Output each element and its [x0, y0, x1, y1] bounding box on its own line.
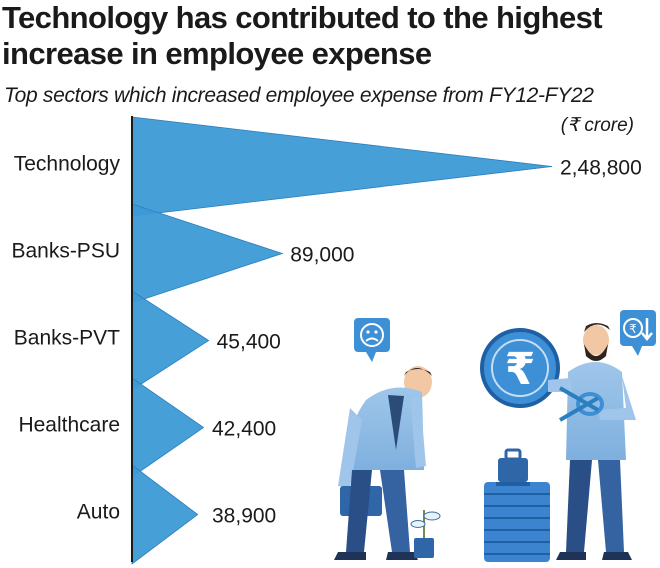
bar-technology — [131, 116, 553, 217]
unit-label: (₹ crore) — [560, 115, 634, 136]
rupee-down-icon: ₹ — [620, 310, 656, 356]
bar-auto — [131, 464, 199, 565]
category-labels: Technology Banks-PSU Banks-PVT Healthcare Au… — [11, 153, 120, 524]
bar-banks-psu — [131, 203, 284, 304]
data-labels: 2,48,800 89,000 45,400 42,400 38,900 — [212, 157, 642, 528]
category-label: Banks-PSU — [11, 240, 120, 263]
sad-face-icon — [354, 318, 390, 362]
bar-series — [131, 116, 553, 565]
chart-subtitle: Top sectors which increased employee exp… — [4, 84, 594, 107]
value-label: 89,000 — [290, 244, 354, 267]
value-label: 2,48,800 — [560, 157, 642, 180]
bar-banks-pvt — [131, 290, 210, 391]
rupee-coin-icon: ₹ — [480, 328, 560, 408]
category-label: Technology — [14, 153, 121, 176]
illustration: ₹ — [334, 310, 656, 562]
man-with-scissors-figure — [548, 323, 636, 560]
value-label: 38,900 — [212, 505, 276, 528]
value-label: 42,400 — [212, 418, 276, 441]
sad-man-figure — [334, 366, 432, 560]
value-label: 45,400 — [217, 331, 281, 354]
category-label: Auto — [77, 501, 120, 524]
coin-stack — [484, 448, 550, 562]
rupee-bubble-symbol: ₹ — [629, 322, 637, 336]
category-label: Healthcare — [18, 414, 120, 437]
bar-healthcare — [131, 377, 205, 478]
rupee-coin-symbol: ₹ — [505, 344, 536, 395]
chart-title: Technology has contributed to the highes… — [2, 0, 603, 71]
plant — [410, 510, 441, 558]
category-label: Banks-PVT — [14, 327, 120, 350]
